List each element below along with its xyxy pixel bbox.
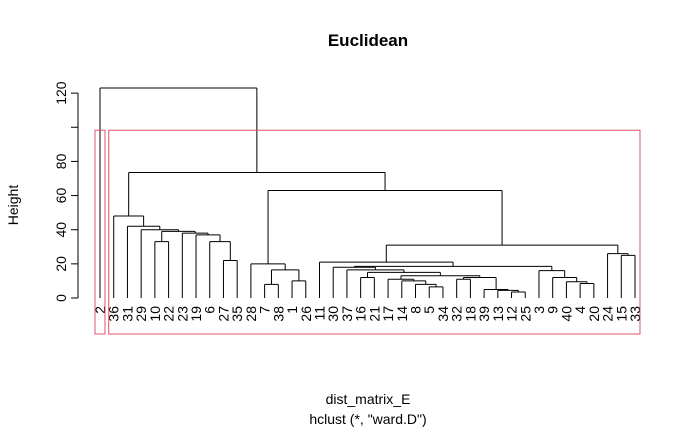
dendrogram-link [511,291,526,298]
y-tick-label: 80 [53,153,69,169]
dendrogram-link [360,277,375,298]
leaf-label: 28 [243,306,259,322]
dendrogram-link [267,189,503,264]
leaf-label: 23 [174,306,190,322]
x-axis-label: dist_matrix_E [326,391,411,407]
dendrogram-link [264,283,279,298]
leaf-label: 10 [147,306,163,322]
dendrogram-link [270,269,300,285]
dendrogram-link [154,241,170,298]
dendrogram-link [181,232,209,298]
leaf-label: 20 [586,306,602,322]
dendrogram-link [128,172,386,217]
dendrogram-link [415,283,437,298]
dendrogram-link [620,254,636,298]
dendrogram-link [332,266,376,298]
leaf-label: 39 [476,306,492,322]
dendrogram-link [195,234,221,298]
y-tick-label: 20 [53,256,69,272]
dendrogram-link [456,278,471,298]
leaf-label: 5 [421,306,437,314]
leaf-label: 15 [613,306,629,322]
leaf-label: 7 [257,306,273,314]
leaf-label: 1 [284,306,300,314]
dendrogram-link [250,263,286,298]
y-tick-label: 60 [53,188,69,204]
leaf-label: 3 [531,306,547,314]
dendrogram-link [161,230,196,242]
leaf-label: 6 [202,306,218,314]
leaf-label: 22 [161,306,177,322]
dendrogram-link [140,229,179,298]
leaf-label: 17 [380,306,396,322]
leaf-label: 35 [229,306,245,322]
leaf-label: 11 [311,306,327,321]
leaf-label: 14 [394,306,410,322]
leaf-label: 16 [353,306,369,322]
dendrogram-link [387,278,415,298]
leaf-label: 13 [490,306,506,322]
leaf-label: 2 [92,306,108,314]
dendrogram-link [367,271,441,278]
dendrogram-link [607,253,629,298]
dendrogram-link [428,286,444,298]
leaf-label: 33 [627,306,643,322]
leaf-label: 30 [325,306,341,322]
dendrogram-link [401,280,427,298]
y-tick-label: 40 [53,222,69,238]
leaf-label: 34 [435,306,451,322]
y-tick-label: 120 [53,81,69,105]
dendrogram-link [126,225,161,298]
leaf-label: 4 [572,306,588,314]
dendrogram-link [579,282,595,298]
y-tick-label: 0 [53,294,69,302]
dendrogram-link [400,275,481,280]
y-axis-label: Height [5,185,21,226]
dendrogram-link [552,277,578,298]
cluster-box [108,129,641,335]
leaf-label: 9 [545,306,561,314]
dendrogram-link [209,241,231,298]
leaf-label: 12 [504,306,520,322]
dendrogram-link [497,289,519,298]
subtitle: hclust (*, "ward.D") [309,411,426,427]
leaf-label: 40 [558,306,574,322]
dendrogram-link [113,215,145,298]
dendrogram-link [346,269,405,298]
leaf-label: 8 [408,306,424,314]
dendrogram-link [538,270,566,298]
cluster-box [94,129,106,335]
leaf-label: 26 [298,306,314,322]
dendrogram-link [222,259,238,298]
leaf-label: 31 [119,306,135,322]
dendrogram-link [565,281,588,298]
leaf-label: 18 [462,306,478,322]
leaf-label: 19 [188,306,204,322]
leaf-label: 38 [270,306,286,322]
dendrogram-link [99,87,258,298]
dendrogram-link [353,265,553,271]
chart-title: Euclidean [328,31,408,50]
leaf-label: 32 [449,306,465,322]
leaf-label: 21 [366,306,382,322]
leaf-label: 36 [106,306,122,322]
leaf-label: 27 [215,306,231,322]
leaf-label: 37 [339,306,355,322]
leaf-label: 24 [600,306,616,322]
dendrogram-link [291,280,307,298]
dendrogram-link [385,244,619,263]
leaf-label: 29 [133,306,149,322]
leaf-label: 25 [517,306,533,322]
